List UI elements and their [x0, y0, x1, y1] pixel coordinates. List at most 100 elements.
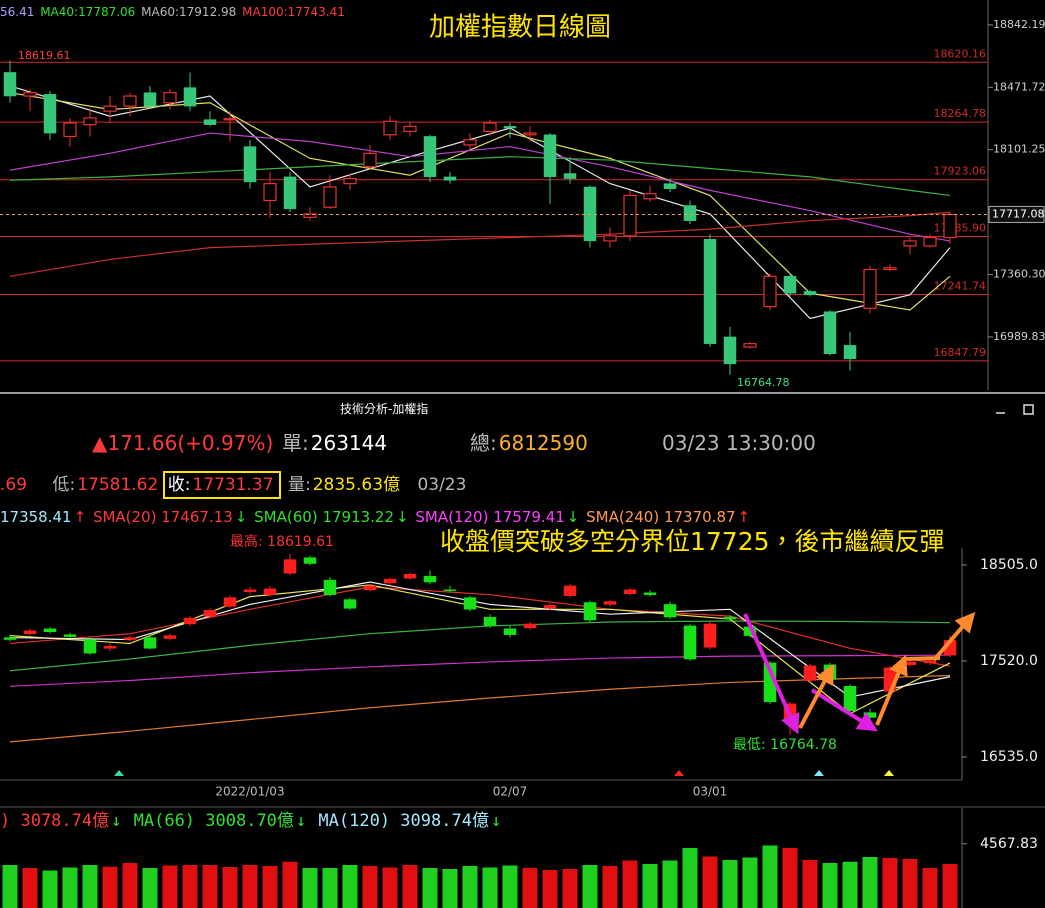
level-label: 17923.06	[934, 165, 987, 178]
high-label: 最高: 18619.61	[230, 533, 334, 550]
candle-body	[43, 628, 57, 632]
volume-bar	[262, 866, 278, 908]
sma-arrow: ↑	[73, 508, 87, 526]
sma-legend: 17358.41 ↑ SMA(20) 17467.13 ↓ SMA(60) 1791…	[0, 510, 752, 525]
candle-body	[323, 579, 337, 595]
y-tick-label: 17360.30	[993, 268, 1045, 281]
volume-bar	[82, 865, 98, 908]
volume-bar	[42, 870, 58, 908]
candle-body	[643, 592, 657, 595]
candle-body	[923, 660, 937, 664]
volume-bar	[62, 867, 78, 908]
candle-body	[803, 291, 817, 296]
volume-bar	[122, 863, 138, 908]
y-tick-label: 18471.72	[993, 80, 1045, 93]
candle-body	[343, 177, 357, 185]
arrow	[798, 663, 834, 729]
candle-body	[503, 628, 517, 635]
candle-body	[503, 126, 517, 129]
volume-bar	[502, 865, 518, 908]
volume-bar	[582, 865, 598, 908]
low-label: 16764.78	[737, 376, 790, 389]
sma-item: SMA(60) 17913.22	[254, 508, 395, 526]
candle-body	[243, 589, 257, 593]
legend-item: MA100:17743.41	[242, 5, 345, 19]
y-tick-label: 17520.0	[980, 653, 1038, 669]
level-label: 16847.79	[934, 346, 987, 359]
candle-body	[303, 213, 317, 218]
maximize-icon[interactable]	[1023, 404, 1034, 415]
quote-row: .69 低: 17581.62 收: 17731.37 量: 2835.63億 03/…	[0, 471, 468, 499]
volume-bar	[422, 868, 438, 908]
candle-body	[23, 630, 37, 634]
change: ▲171.66(+0.97%)	[92, 431, 274, 455]
close-box: 收: 17731.37	[162, 471, 281, 499]
candle-body	[843, 686, 857, 711]
candle-body	[703, 623, 717, 648]
y-tick-label: 18505.0	[980, 557, 1038, 573]
candle-body	[283, 176, 297, 210]
sma-item: 17358.41	[0, 508, 72, 526]
candle-body	[43, 94, 57, 134]
volume-bar	[642, 864, 658, 908]
value: .69	[0, 475, 28, 495]
candle-body	[623, 194, 637, 237]
candle-body	[3, 637, 17, 640]
volume-bar	[2, 865, 18, 908]
volume-arrow: ↓	[490, 811, 502, 831]
candle-body	[783, 276, 797, 294]
volume-bar	[362, 866, 378, 908]
candle-body	[223, 597, 237, 607]
candle-body	[223, 118, 237, 121]
y-tick-label: 16535.0	[980, 749, 1038, 765]
volume-arrow: ↓	[295, 811, 307, 831]
ma-legend: 56.41 MA40:17787.06 MA60:17912.98 MA100:…	[0, 6, 347, 18]
candle-body	[163, 635, 177, 639]
arrow	[875, 654, 908, 726]
candle-body	[423, 136, 437, 178]
volume-bar	[702, 856, 718, 908]
candle-body	[863, 712, 877, 718]
y-tick-label: 18101.25	[993, 143, 1045, 156]
volume-bar	[242, 865, 258, 908]
y-tick-label: 18842.19	[993, 18, 1045, 31]
high-label: 18619.61	[18, 49, 71, 62]
candle-body	[263, 183, 277, 202]
candle-body	[903, 661, 917, 666]
candle-body	[83, 639, 97, 654]
candle-body	[283, 559, 297, 574]
last-price-box	[988, 205, 1045, 223]
volume-bar	[162, 865, 178, 908]
candle-body	[423, 575, 437, 583]
volume-item: MA(66) 3008.70億	[133, 811, 294, 831]
candle-body	[623, 589, 637, 594]
signal-marker	[674, 770, 684, 776]
candle-body	[263, 588, 277, 595]
candle-body	[563, 585, 577, 596]
value: 2835.63億	[312, 475, 401, 495]
candle-body	[543, 605, 557, 609]
volume-bar	[782, 848, 798, 908]
candle-body	[3, 72, 17, 97]
last-price-label: 17717.08	[992, 207, 1045, 220]
sma-arrow: ↓	[396, 508, 409, 526]
annotation-arrows	[743, 611, 976, 735]
ma-line	[9, 586, 951, 667]
candle-body	[363, 152, 377, 168]
candle-body	[123, 637, 137, 640]
candle-body	[383, 120, 397, 136]
candle-body	[183, 87, 197, 107]
volume-bar	[882, 858, 898, 908]
level-label: 18264.78	[934, 107, 987, 120]
candle-body	[163, 92, 177, 104]
volume-bar	[142, 868, 158, 908]
candle-body	[323, 186, 337, 208]
candle-body	[663, 604, 677, 618]
x-tick-label: 02/07	[493, 785, 528, 799]
candle-body	[763, 275, 777, 308]
candle-body	[543, 134, 557, 178]
volume-bar	[302, 868, 318, 908]
candle-body	[883, 267, 897, 271]
candle-body	[843, 345, 857, 360]
